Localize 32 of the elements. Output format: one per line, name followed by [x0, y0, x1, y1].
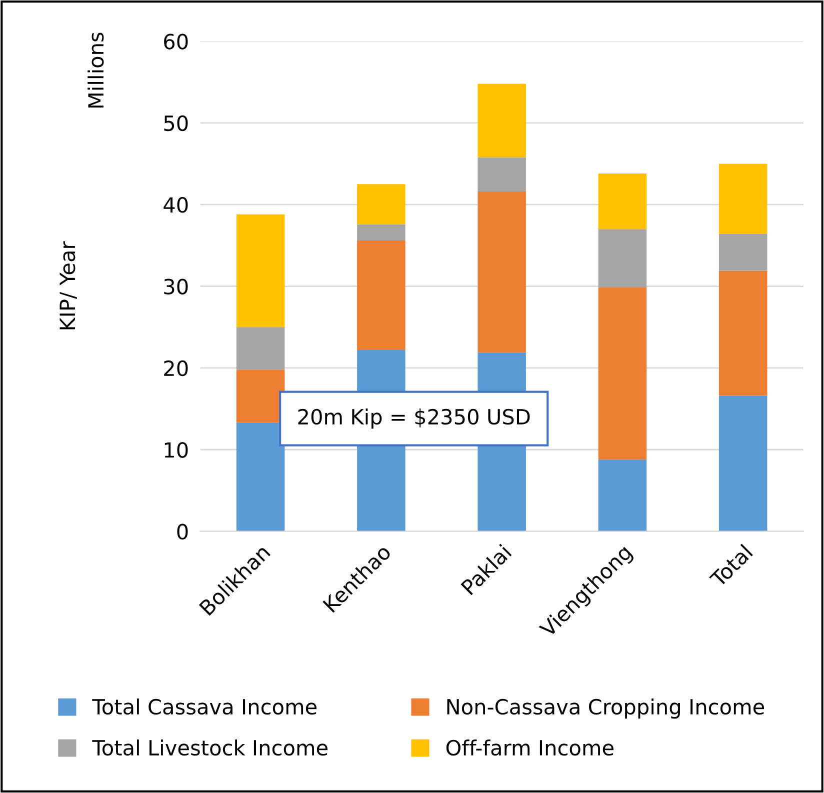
legend-label: Non-Cassava Cropping Income [447, 698, 764, 719]
legend-label: Off-farm Income [446, 740, 614, 756]
bar [478, 84, 526, 158]
bar [718, 234, 768, 271]
bar [236, 422, 285, 532]
y-tick-label: 40 [164, 197, 188, 213]
y-tick-label: 60 [164, 34, 188, 50]
bar [718, 396, 768, 532]
bar [357, 240, 406, 350]
y-tick-label: 10 [164, 442, 188, 458]
bar [357, 224, 406, 241]
bar [598, 459, 647, 532]
bar [598, 287, 647, 460]
bar [236, 370, 285, 423]
text: Millions [88, 32, 104, 108]
bar [357, 184, 406, 224]
y-tick-label: 30 [164, 278, 188, 294]
bar [236, 214, 285, 328]
y-tick-label: 20 [164, 360, 188, 376]
annotation: 20m Kip = $2350 USD [298, 408, 530, 429]
bar [478, 157, 526, 192]
legend-label: Total Cassava Income [92, 698, 317, 715]
bar [718, 164, 768, 234]
y-tick-label: 50 [164, 115, 188, 132]
bar [718, 270, 768, 396]
bar [236, 327, 285, 370]
bar [598, 229, 647, 288]
bar [598, 174, 647, 230]
legend-label: Total Livestock Income [92, 740, 328, 756]
y-axis-title: KIP/ Year [60, 241, 77, 330]
y-tick-label: 0 [177, 524, 188, 540]
bar [478, 192, 526, 352]
